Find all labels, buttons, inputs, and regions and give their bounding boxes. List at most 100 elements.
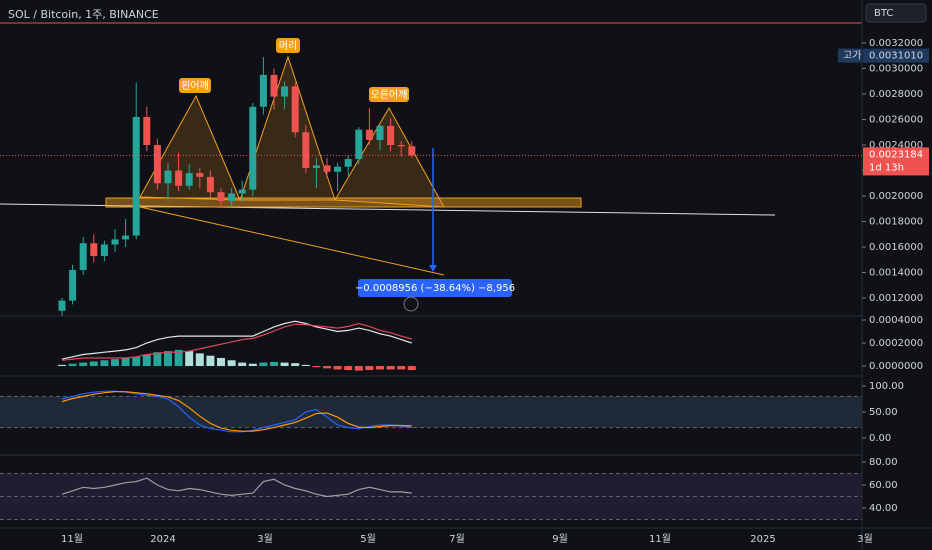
candle-body xyxy=(164,170,172,184)
histogram-bar xyxy=(195,353,204,367)
candle-body xyxy=(387,125,395,146)
histogram-bar xyxy=(142,354,151,367)
histogram-bar xyxy=(100,360,109,367)
y-tick-label: 0.0018000 xyxy=(869,217,923,228)
y-tick-label: 0.0012000 xyxy=(869,293,923,304)
x-tick-label: 2025 xyxy=(750,534,775,545)
histogram-bar xyxy=(280,362,289,367)
candle-body xyxy=(259,74,267,107)
candle-body xyxy=(291,86,299,133)
countdown: 1d 13h xyxy=(869,162,904,173)
candle-body xyxy=(175,170,183,186)
y-tick-label: 0.00 xyxy=(869,433,891,444)
x-tick-label: 11월 xyxy=(649,533,671,545)
y-tick-label: 0.0014000 xyxy=(869,268,923,279)
histogram-bar xyxy=(89,361,98,367)
candle-body xyxy=(408,146,416,156)
high-tag-box xyxy=(838,48,862,63)
histogram-bar xyxy=(312,366,321,368)
left-shoulder-label: 왼어깨 xyxy=(181,80,209,92)
indicator-line xyxy=(61,391,412,432)
label-box xyxy=(369,87,409,102)
candle-body xyxy=(238,189,246,194)
label-box xyxy=(276,38,300,53)
candle-body xyxy=(143,116,151,146)
neckline-zone xyxy=(105,197,582,208)
y-tick-label: 0.0000000 xyxy=(869,361,923,372)
indicator-line xyxy=(61,320,412,360)
histogram-bar xyxy=(354,366,363,371)
histogram-bar xyxy=(185,351,194,367)
candle-body xyxy=(249,106,257,190)
candle-body xyxy=(185,173,193,186)
histogram-bar xyxy=(132,356,141,367)
candle-body xyxy=(122,235,130,240)
histogram-bar xyxy=(301,364,310,367)
head-label: 머리 xyxy=(279,40,297,52)
right-shoulder-label: 오른어깨 xyxy=(371,89,408,101)
candle-body xyxy=(100,244,108,256)
candle-body xyxy=(355,129,363,160)
y-tick-label: 0.0028000 xyxy=(869,89,923,100)
high-value-box xyxy=(863,48,929,63)
histogram-bar xyxy=(259,362,268,367)
histogram-bar xyxy=(227,360,236,367)
histogram-bar xyxy=(291,363,300,367)
currency-button[interactable] xyxy=(865,3,927,23)
candle-body xyxy=(153,145,161,184)
histogram-bar xyxy=(206,355,215,367)
y-tick-label: 0.0030000 xyxy=(869,64,923,75)
high-value-label: 0.0031010 xyxy=(869,51,923,62)
y-tick-label: 50.00 xyxy=(869,407,898,418)
label-box xyxy=(179,78,211,93)
candle-body xyxy=(111,239,119,245)
x-tick-label: 9월 xyxy=(552,533,568,545)
candle-body xyxy=(196,173,204,177)
bands xyxy=(0,395,862,521)
histogram-bar xyxy=(344,366,353,371)
candle-body xyxy=(58,300,66,311)
y-tick-label: 80.00 xyxy=(869,457,898,468)
histogram-bar xyxy=(238,362,247,367)
histogram-bar xyxy=(164,351,172,367)
candle-body xyxy=(323,165,331,172)
histogram-bar xyxy=(333,366,342,370)
x-tick-label: 3월 xyxy=(257,533,273,545)
histogram-bar xyxy=(217,357,225,367)
histogram-bar xyxy=(248,363,257,367)
y-tick-label: 0.0032000 xyxy=(869,38,923,49)
band-fill xyxy=(0,396,862,428)
x-tick-label: 7월 xyxy=(449,533,465,545)
candle-body xyxy=(302,132,310,168)
candle-body xyxy=(206,176,214,193)
x-tick-label: 11월 xyxy=(61,533,83,545)
head-shape xyxy=(239,55,336,201)
y-tick-label: 0.0004000 xyxy=(869,315,923,326)
histogram-bar xyxy=(376,366,384,370)
histogram-bar xyxy=(68,363,77,367)
y-tick-label: 100.00 xyxy=(869,381,904,392)
high-tag: 고가 xyxy=(843,50,861,62)
candle-body xyxy=(69,269,77,301)
measure-arrowhead xyxy=(429,265,437,272)
x-tick-label: 3월 xyxy=(857,533,873,545)
indicator-line xyxy=(61,322,412,361)
histogram-bar xyxy=(323,366,331,369)
x-tick-label: 2024 xyxy=(150,534,175,545)
candle-body xyxy=(397,145,405,147)
measure-box xyxy=(358,279,512,297)
candle-body xyxy=(365,129,373,140)
measure-label: −0.0008956 (−38.64%) −8,956 xyxy=(355,283,515,294)
target-line xyxy=(139,206,445,276)
candle-body xyxy=(312,165,320,168)
candle-body xyxy=(270,74,278,97)
indicator-line xyxy=(61,477,412,498)
candle-body xyxy=(228,193,236,202)
candle-body xyxy=(344,159,352,167)
candle-body xyxy=(217,192,225,202)
candle-body xyxy=(281,86,289,97)
event-icon[interactable] xyxy=(403,296,419,312)
